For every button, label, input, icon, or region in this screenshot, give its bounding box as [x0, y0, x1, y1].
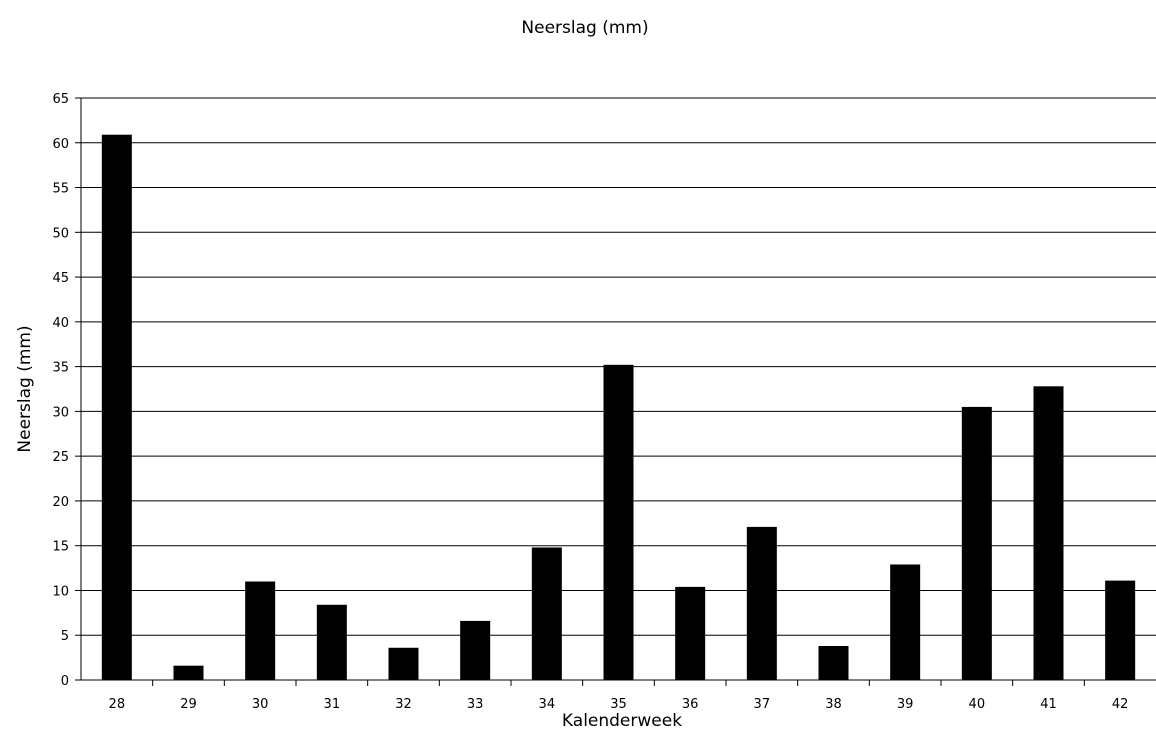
- x-tick-label: 38: [825, 697, 842, 712]
- bar-week-41: [1033, 386, 1064, 680]
- x-tick-label: 42: [1112, 697, 1129, 712]
- axes: [80, 98, 1156, 681]
- y-tick-label: 25: [52, 450, 69, 465]
- y-tick-label: 30: [52, 405, 69, 420]
- bar-week-34: [531, 547, 562, 680]
- y-tick-label: 10: [52, 584, 69, 599]
- y-tick-label: 40: [52, 316, 69, 331]
- x-tick-labels: 28 29 30 31 32 33 34 35 36 37 38 39 40 41 42: [109, 680, 1129, 712]
- bar-week-36: [675, 586, 706, 680]
- bars: [101, 134, 1136, 681]
- bar-week-31: [316, 604, 347, 680]
- bar-week-37: [746, 526, 777, 680]
- x-tick-label: 40: [969, 697, 986, 712]
- x-tick-label: 37: [754, 697, 771, 712]
- bar-week-33: [460, 620, 491, 680]
- chart-title: Neerslag (mm): [521, 18, 648, 38]
- bar-week-28: [101, 134, 132, 681]
- y-tick-label: 60: [52, 137, 69, 152]
- y-tick-label: 20: [52, 495, 69, 510]
- bar-week-32: [388, 647, 419, 680]
- y-tick-labels: 0 5 10 15 20 25 30 35 40 45 50 55 60 65: [52, 92, 81, 689]
- x-tick-label: 39: [897, 697, 914, 712]
- x-axis-title: Kalenderweek: [562, 711, 682, 729]
- y-tick-label: 65: [52, 92, 69, 107]
- bar-week-30: [245, 581, 276, 680]
- y-tick-label: 5: [61, 629, 69, 644]
- y-tick-label: 50: [52, 226, 69, 241]
- bar-week-40: [961, 406, 992, 680]
- x-tick-label: 41: [1040, 697, 1057, 712]
- x-tick-label: 32: [395, 697, 412, 712]
- y-tick-label: 15: [52, 540, 69, 555]
- x-tick-label: 33: [467, 697, 484, 712]
- x-tick-label: 29: [180, 697, 197, 712]
- bar-week-29: [173, 665, 204, 680]
- y-tick-label: 55: [52, 182, 69, 197]
- x-tick-label: 34: [539, 697, 556, 712]
- y-axis-title: Neerslag (mm): [15, 325, 35, 452]
- x-tick-label: 35: [610, 697, 627, 712]
- y-tick-label: 45: [52, 271, 69, 286]
- bar-week-42: [1105, 580, 1136, 680]
- x-tick-label: 30: [252, 697, 269, 712]
- x-tick-label: 31: [324, 697, 341, 712]
- y-tick-label: 35: [52, 361, 69, 376]
- x-tick-label: 28: [109, 697, 126, 712]
- bar-week-39: [890, 564, 921, 680]
- y-tick-label: 0: [61, 674, 69, 689]
- bar-week-38: [818, 645, 849, 680]
- x-tick-label: 36: [682, 697, 699, 712]
- bar-week-35: [603, 364, 634, 680]
